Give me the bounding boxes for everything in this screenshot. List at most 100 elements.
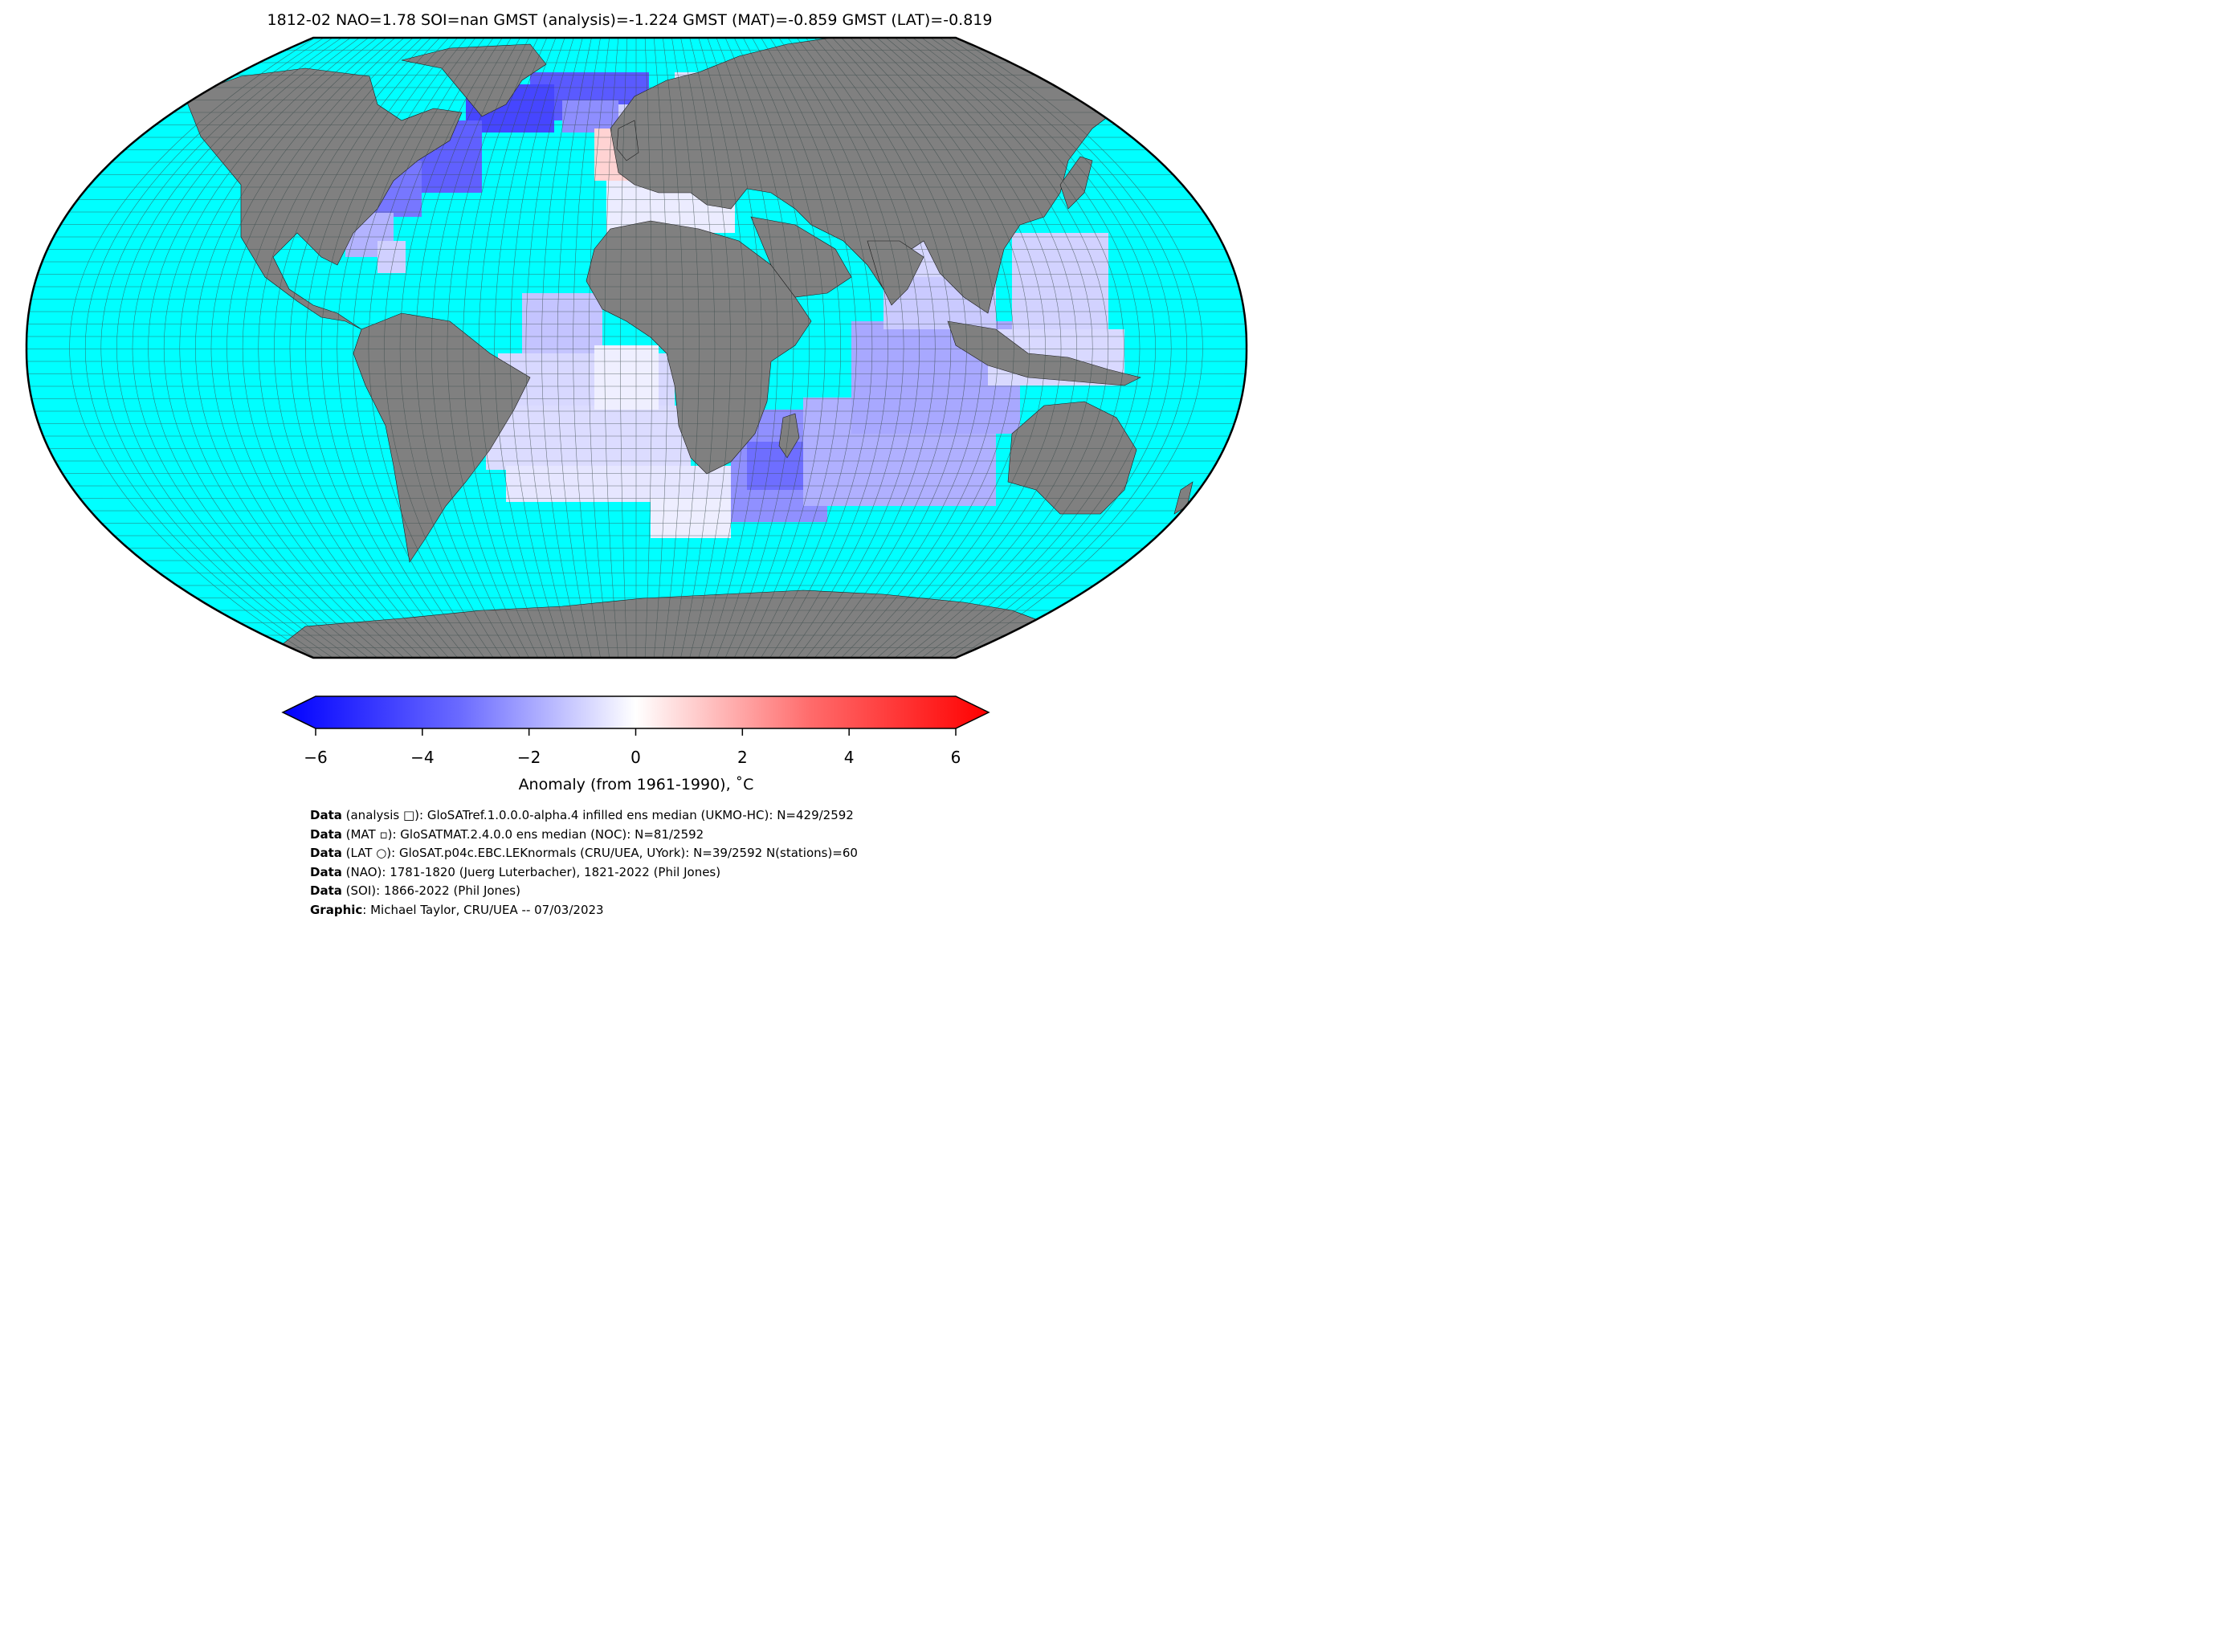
graticule-meridian — [132, 38, 351, 658]
land-south-america — [353, 312, 531, 563]
graticule-meridian — [148, 38, 360, 658]
graticule-meridian — [876, 38, 1062, 658]
graticule-meridian — [478, 38, 548, 658]
graticule-meridian — [100, 38, 333, 658]
graticule-meridian — [724, 38, 794, 658]
graticule-meridian — [823, 38, 967, 658]
credit-text: (SOI): 1866-2022 (Phil Jones) — [341, 883, 520, 899]
graticule-meridian — [733, 38, 810, 658]
graticule-meridian — [796, 38, 920, 658]
credits: Data (analysis □): GloSATref.1.0.0.0-alp… — [310, 806, 858, 920]
credit-line: Data (analysis □): GloSATref.1.0.0.0-alp… — [310, 806, 858, 826]
graticule-meridian — [337, 38, 467, 658]
graticule-meridian — [752, 38, 842, 658]
graticule-meridian — [431, 38, 520, 658]
land-eurasia — [610, 38, 1141, 314]
graticule-meridian — [116, 38, 342, 658]
credit-text: (NAO): 1781-1820 (Juerg Luterbacher), 18… — [341, 864, 721, 879]
anomaly-cell — [562, 100, 618, 133]
colorbar-tick-label: −4 — [410, 748, 434, 767]
graticule-meridian — [957, 38, 1203, 658]
graticule-meridian — [384, 38, 494, 658]
credit-line: Graphic: Michael Taylor, CRU/UEA -- 07/0… — [310, 901, 858, 920]
graticule-meridian — [859, 38, 1030, 658]
land-indonesia — [947, 320, 1141, 386]
land-north-america — [184, 67, 463, 330]
colorbar-tick-label: −2 — [517, 748, 541, 767]
graticule-meridian — [761, 38, 857, 658]
credit-text: (analysis □): GloSATref.1.0.0.0-alpha.4 … — [341, 808, 854, 822]
colorbar-body — [281, 695, 990, 729]
anomaly-cell — [486, 406, 691, 470]
graticule-meridian — [494, 38, 557, 658]
graticule-meridian — [671, 38, 700, 658]
graticule-meridian — [195, 38, 387, 658]
graticule-meridian — [447, 38, 529, 658]
colorbar-tick-label: 2 — [737, 748, 748, 767]
graticule-meridian — [85, 38, 324, 658]
graticule-meridian — [716, 38, 778, 658]
graticule-meridian — [210, 38, 396, 658]
graticule-meridian — [353, 38, 476, 658]
credit-line: Data (SOI): 1866-2022 (Phil Jones) — [310, 882, 858, 901]
graticule-meridian — [525, 38, 574, 658]
credit-text: : Michael Taylor, CRU/UEA -- 07/03/2023 — [362, 902, 604, 917]
map-title: 1812-02 NAO=1.78 SOI=nan GMST (analysis)… — [267, 11, 993, 29]
map-figure: −6 −4 −2 0 2 4 6 Anomaly (from 1961-1990), ˚C — [25, 36, 1248, 793]
anomaly-cell — [522, 293, 602, 357]
graticule-meridian — [885, 38, 1077, 658]
graticule-meridian — [895, 38, 1093, 658]
graticule-meridian — [867, 38, 1046, 658]
graticule-meridian — [778, 38, 888, 658]
graticule-meridian — [743, 38, 826, 658]
land-britain — [616, 120, 639, 161]
credit-line: Data (MAT ▫): GloSATMAT.2.4.0.0 ens medi… — [310, 826, 858, 845]
graticule-meridian — [689, 38, 731, 658]
graticule-meridian — [841, 38, 998, 658]
graticule-meridian — [832, 38, 983, 658]
graticule-meridian — [921, 38, 1141, 658]
credit-text: (LAT ○): GloSAT.p04c.EBC.LEKnormals (CRU… — [341, 846, 858, 861]
graticule-meridian — [321, 38, 458, 658]
graticule-meridian — [653, 38, 668, 658]
graticule-meridian — [680, 38, 716, 658]
land-india — [867, 240, 924, 306]
land-madagascar — [778, 413, 800, 459]
anomaly-cell — [747, 442, 803, 490]
credit-label: Data — [310, 846, 342, 861]
graticule-meridian — [698, 38, 747, 658]
graticule-meridian — [604, 38, 619, 658]
graticule-meridian — [814, 38, 951, 658]
graticule-meridian — [368, 38, 485, 658]
graticule-meridian — [258, 38, 422, 658]
colorbar-tick-label: −6 — [304, 748, 327, 767]
land-masses — [184, 38, 1194, 658]
graticule-meridian — [557, 38, 592, 658]
globe-outline — [25, 36, 1248, 659]
graticule-meridian — [510, 38, 565, 658]
graticule-meridian — [179, 38, 377, 658]
graticule-meridian — [707, 38, 762, 658]
graticule-meridian — [69, 38, 316, 658]
graticule-meridian — [620, 38, 628, 658]
graticule-meridian — [541, 38, 583, 658]
graticule-meridian — [805, 38, 936, 658]
colorbar-ticks: −6 −4 −2 0 2 4 6 — [304, 728, 961, 767]
graticule-meridian — [850, 38, 1014, 658]
graticule-meridian — [399, 38, 503, 658]
graticule-meridian — [912, 38, 1124, 658]
graticule-meridian — [242, 38, 414, 658]
graticule-meridian — [415, 38, 512, 658]
graticule-meridian — [939, 38, 1172, 658]
credit-label: Data — [310, 883, 342, 899]
colorbar: −6 −4 −2 0 2 4 6 Anomaly (from 1961-1990), ˚C — [281, 695, 990, 793]
credit-line: Data (LAT ○): GloSAT.p04c.EBC.LEKnormals… — [310, 844, 858, 863]
graticule-meridian — [289, 38, 440, 658]
credit-label: Data — [310, 808, 342, 822]
graticule-meridian — [769, 38, 873, 658]
colorbar-tick-label: 6 — [951, 748, 961, 767]
graticule-meridian — [573, 38, 601, 658]
graticule-meridian — [305, 38, 449, 658]
colorbar-label: Anomaly (from 1961-1990), ˚C — [519, 776, 754, 793]
graticule-meridian — [463, 38, 539, 658]
